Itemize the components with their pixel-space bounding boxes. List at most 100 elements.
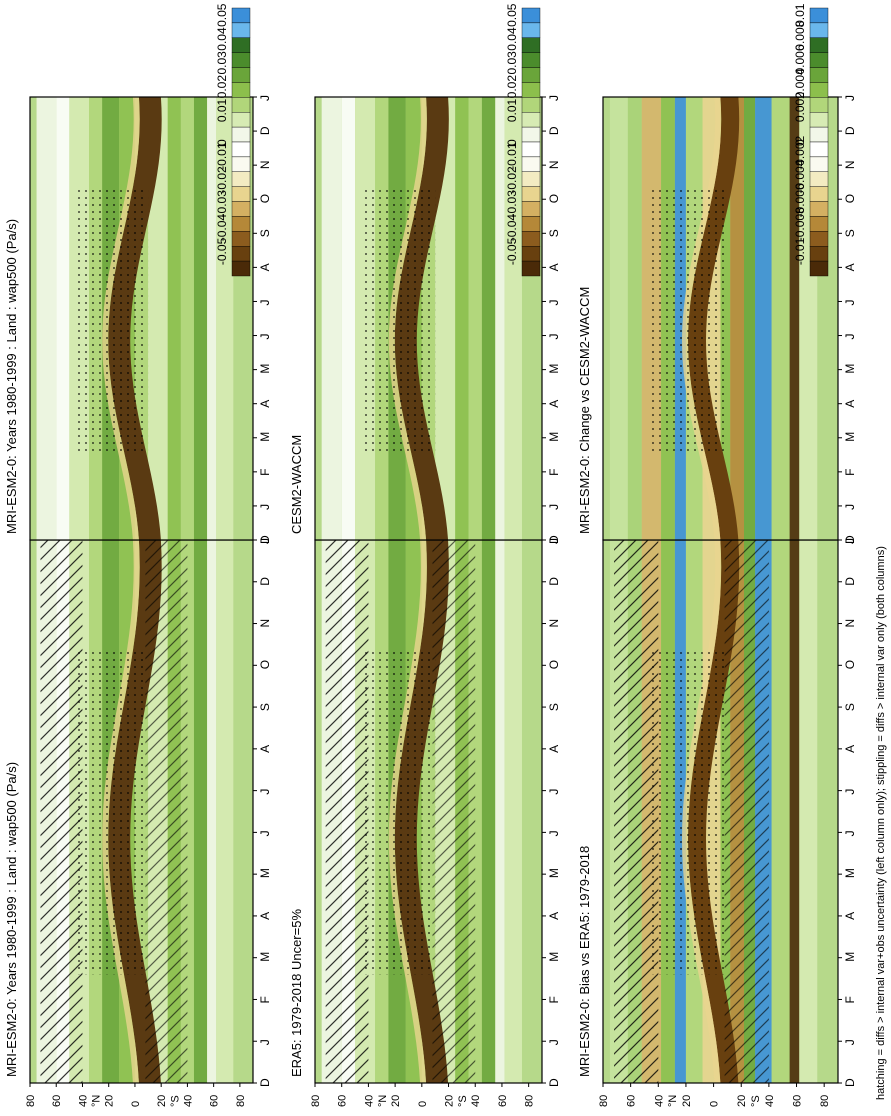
month-tick: M [547,432,561,442]
month-tick: J [843,1039,857,1045]
month-tick: O [258,194,272,203]
colorbar-label: 0.008 [793,20,807,50]
lat-tick: 40 [764,1095,776,1107]
panel-1: MRI-ESM2-0: Years 1980-1999 : Land : wap… [4,538,272,1107]
colorbar-label: -0.03 [505,190,519,218]
month-tick: A [258,745,272,753]
month-tick: A [843,745,857,753]
month-tick: D [258,577,272,586]
month-tick: S [843,703,857,711]
lat-tick: 80 [819,1095,831,1107]
month-tick: S [547,229,561,237]
month-tick: D [843,577,857,586]
lat-tick: 20 [104,1095,116,1107]
lat-tick: 0 [130,1101,142,1107]
lat-tick: 20 [681,1095,693,1107]
colorbar-label: -0.006 [793,183,807,217]
colorbar-label: -0.008 [793,207,807,241]
month-tick: M [843,364,857,374]
colorbar-label: 0.04 [505,27,519,51]
month-tick: J [258,538,272,544]
colorbar-label: 0.02 [505,75,519,99]
month-tick: N [843,160,857,169]
lat-tick: 40 [363,1095,375,1107]
month-tick: A [547,912,561,920]
month-tick: O [547,194,561,203]
month-tick: J [547,504,561,510]
colorbar-label: 0.02 [215,75,229,99]
colorbar-label: 0.01 [505,98,519,122]
lat-tick: 80 [25,1095,37,1107]
month-tick: J [843,299,857,305]
month-tick: A [258,912,272,920]
colorbar-label: -0.01 [793,237,807,265]
colorbar-label: -0.03 [215,190,229,218]
colorbar-label: -0.04 [215,214,229,242]
month-tick: J [547,830,561,836]
month-tick: M [843,432,857,442]
month-tick: J [547,334,561,340]
lat-tick: 80 [235,1095,247,1107]
colorbar-label: -0.05 [505,237,519,265]
colorbar-label: -0.01 [215,142,229,170]
colorbar-label: 0.01 [793,3,807,27]
hatching [325,540,369,1083]
lat-tick: 80 [598,1095,610,1107]
month-tick: J [258,95,272,101]
month-tick: A [258,263,272,271]
month-tick: D [258,1078,272,1087]
month-tick: A [258,400,272,408]
panel-title: MRI-ESM2-0: Bias vs ERA5: 1979-2018 [577,846,592,1077]
colorbar-label: 0.01 [215,98,229,122]
month-tick: D [547,1078,561,1087]
month-tick: J [843,334,857,340]
month-tick: J [843,830,857,836]
month-tick: J [843,538,857,544]
month-tick: D [258,535,272,544]
colorbar-label: 0.03 [505,51,519,75]
colorbar-label: 0.03 [215,51,229,75]
stippling [75,648,149,975]
stippling [75,185,149,452]
colorbar-label: 0.05 [215,3,229,27]
colorbar-label: 0 [505,139,519,146]
colorbar-label: 0 [793,139,807,146]
month-tick: M [258,952,272,962]
month-tick: J [547,299,561,305]
month-tick: F [258,996,272,1003]
panel-6: MRI-ESM2-0: Change vs CESM2-WACCMDJFMAMJ… [577,95,857,544]
month-tick: M [843,952,857,962]
colorbar-label: -0.002 [793,135,807,169]
month-tick: J [547,789,561,795]
colorbar-label: 0.05 [505,3,519,27]
month-tick: J [258,1039,272,1045]
lat-tick: 0 [709,1101,721,1107]
month-tick: S [258,229,272,237]
panel-5: MRI-ESM2-0: Bias vs ERA5: 1979-2018 80 60 4… [577,538,857,1107]
month-tick: A [547,745,561,753]
colorbar-main: 0.050.040.030.020.010-0.01-0.02-0.03-0.0… [215,3,251,277]
month-tick: S [843,229,857,237]
month-tick: N [843,619,857,628]
colorbar-label: -0.004 [793,159,807,193]
month-tick: A [547,400,561,408]
lat-tick: 20 [736,1095,748,1107]
month-tick: A [843,263,857,271]
stippling [651,185,728,452]
lat-hemi-s: °S [457,1095,469,1107]
colorbar-label: 0 [215,139,229,146]
lat-tick: 60 [792,1095,804,1107]
month-tick: J [547,95,561,101]
month-tick: O [843,194,857,203]
colorbar-label: -0.02 [215,166,229,194]
month-tick: F [843,469,857,476]
month-tick: D [547,126,561,135]
month-tick: N [547,160,561,169]
lat-tick: 20 [156,1095,168,1107]
lat-tick: 40 [182,1095,194,1107]
lat-tick: 60 [497,1095,509,1107]
month-tick: J [258,334,272,340]
lat-tick: 40 [653,1095,665,1107]
